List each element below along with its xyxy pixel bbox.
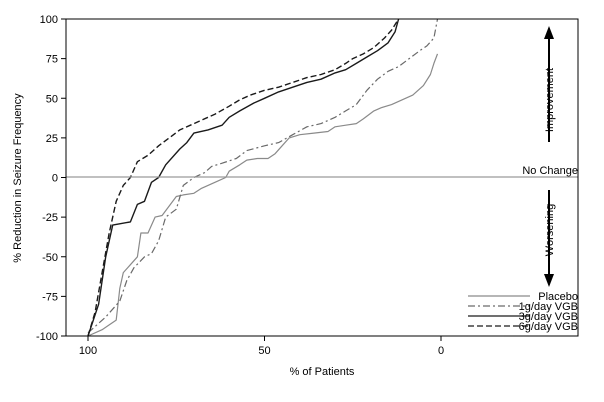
legend-item-3g: 3g/day VGB	[468, 311, 578, 323]
legend: Placebo 1g/day VGB 3g/day VGB 6g/day VGB	[468, 291, 578, 333]
down-arrow-icon	[544, 274, 554, 287]
y-tick-label: 0	[52, 173, 58, 185]
y-tick-label: -50	[42, 252, 58, 264]
series-line-3	[87, 18, 400, 337]
y-axis-title: % Reduction in Seizure Frequency	[12, 93, 24, 263]
y-tick-label: 50	[46, 93, 58, 105]
legend-item-placebo: Placebo	[468, 291, 578, 303]
y-tick-label: -100	[36, 331, 58, 343]
y-tick-label: 75	[46, 54, 58, 66]
axis-ticks: -100 -75 -50 -25 0 25 50 75 100 100 50 0	[36, 14, 444, 357]
improvement-annotation: Improvement	[544, 26, 556, 142]
x-tick-label: 50	[258, 345, 270, 357]
x-axis-title: % of Patients	[290, 366, 355, 378]
series-line-2	[87, 18, 400, 337]
series-lines	[87, 18, 439, 337]
series-line-0	[87, 53, 439, 337]
no-change-label: No Change	[522, 165, 578, 177]
legend-label-1g: 1g/day VGB	[519, 301, 578, 313]
up-arrow-icon	[544, 26, 554, 39]
legend-label-placebo: Placebo	[538, 291, 578, 303]
legend-label-3g: 3g/day VGB	[519, 311, 578, 323]
y-tick-label: 100	[40, 14, 58, 26]
legend-item-6g: 6g/day VGB	[468, 321, 578, 333]
x-tick-label: 100	[79, 345, 97, 357]
improvement-label: Improvement	[544, 68, 556, 132]
y-tick-label: 25	[46, 133, 58, 145]
x-tick-label: 0	[438, 345, 444, 357]
series-line-1	[87, 18, 439, 334]
y-tick-label: -25	[42, 212, 58, 224]
y-tick-label: -75	[42, 291, 58, 303]
legend-item-1g: 1g/day VGB	[468, 301, 578, 313]
worsening-label: Worsening	[544, 204, 556, 256]
legend-label-6g: 6g/day VGB	[519, 321, 578, 333]
worsening-annotation: Worsening	[544, 190, 556, 287]
